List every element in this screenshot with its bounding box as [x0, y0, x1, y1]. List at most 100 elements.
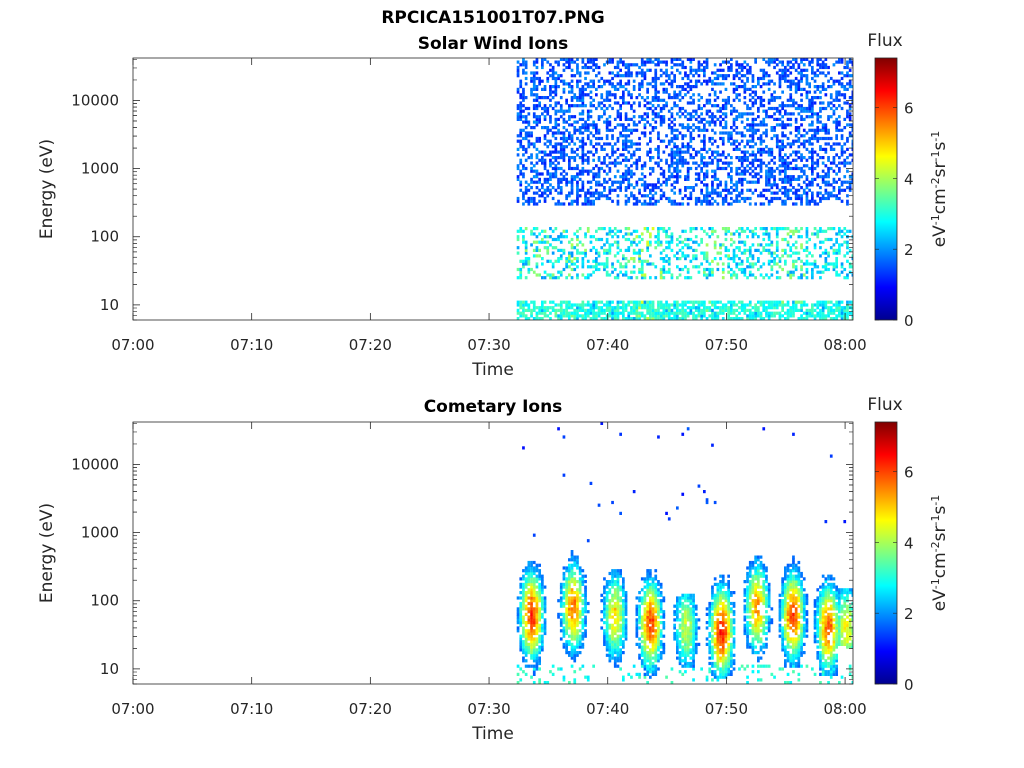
heatmap-cell — [538, 648, 541, 652]
heatmap-cell — [794, 150, 798, 154]
heatmap-cell — [608, 58, 612, 61]
heatmap-cell — [767, 87, 771, 91]
heatmap-cell — [638, 177, 641, 181]
heatmap-cell — [657, 58, 660, 61]
heatmap-cell — [595, 128, 598, 132]
heatmap-cell — [794, 87, 798, 91]
heatmap-cell — [643, 317, 647, 320]
heatmap-cell — [754, 188, 757, 192]
heatmap-cell — [765, 145, 768, 149]
heatmap-cell — [532, 169, 536, 173]
heatmap-cell — [835, 126, 838, 130]
heatmap-cell — [546, 259, 550, 263]
heatmap-cell — [657, 199, 660, 203]
heatmap-cell — [600, 183, 604, 187]
heatmap-cell — [554, 117, 558, 121]
heatmap-cell — [535, 186, 539, 190]
heatmap-cell — [519, 93, 523, 97]
heatmap-cell — [519, 109, 523, 113]
heatmap-cell — [735, 63, 739, 67]
heatmap-cell — [603, 265, 606, 269]
heatmap-cell — [711, 128, 714, 132]
heatmap-cell — [632, 128, 636, 132]
heatmap-cell — [573, 659, 577, 663]
heatmap-cell — [797, 194, 801, 198]
heatmap-cell — [527, 588, 531, 592]
heatmap-cell — [762, 306, 766, 310]
heatmap-cell — [851, 317, 853, 320]
heatmap-cell — [605, 60, 609, 64]
heatmap-cell — [535, 667, 539, 671]
heatmap-cell — [800, 175, 803, 179]
heatmap-cell — [516, 246, 520, 250]
heatmap-cell — [667, 139, 671, 143]
heatmap-cell — [557, 237, 560, 242]
heatmap-cell — [819, 199, 822, 203]
heatmap-cell — [832, 186, 836, 190]
heatmap-cell — [570, 311, 574, 315]
heatmap-cell — [786, 303, 790, 307]
heatmap-cell — [541, 577, 544, 581]
heatmap-cell — [613, 126, 617, 130]
heatmap-cell — [711, 300, 714, 304]
heatmap-cell — [665, 71, 668, 75]
heatmap-cell — [678, 240, 682, 244]
heatmap-cell — [654, 235, 658, 239]
heatmap-cell — [527, 560, 531, 565]
heatmap-cell — [568, 106, 571, 111]
heatmap-cell — [689, 136, 693, 141]
heatmap-cell — [765, 74, 768, 78]
heatmap-cell — [638, 71, 641, 75]
heatmap-cell — [589, 180, 593, 184]
heatmap-cell — [802, 117, 806, 121]
heatmap-cell — [519, 273, 523, 277]
heatmap-cell — [613, 93, 617, 97]
heatmap-cell — [811, 270, 814, 274]
heatmap-cell — [522, 202, 525, 206]
heatmap-cell — [519, 582, 523, 586]
heatmap-cell — [708, 191, 712, 195]
heatmap-cell — [748, 161, 752, 165]
heatmap-cell — [568, 63, 571, 67]
heatmap-cell — [603, 248, 606, 252]
heatmap-cell — [781, 115, 784, 119]
heatmap-cell — [592, 63, 595, 67]
heatmap-cell — [746, 123, 749, 127]
heatmap-cell — [532, 642, 536, 646]
heatmap-cell — [797, 139, 801, 143]
heatmap-cell — [719, 153, 722, 157]
heatmap-cell — [816, 96, 820, 100]
heatmap-cell — [570, 79, 574, 83]
heatmap-cell — [781, 106, 784, 111]
heatmap-cell — [524, 147, 528, 151]
heatmap-cell — [673, 314, 676, 318]
heatmap-cell — [603, 98, 606, 102]
heatmap-cell — [530, 566, 533, 570]
heatmap-cell — [576, 237, 579, 242]
heatmap-cell — [800, 158, 803, 162]
heatmap-cell — [659, 243, 663, 247]
heatmap-cell — [578, 145, 582, 149]
heatmap-cell — [805, 229, 809, 233]
heatmap-cell — [757, 147, 760, 151]
heatmap-cell — [657, 227, 660, 231]
heatmap-cell — [581, 145, 585, 149]
heatmap-cell — [595, 87, 598, 91]
heatmap-cell — [532, 248, 536, 252]
heatmap-cell — [570, 150, 574, 154]
heatmap-cell — [770, 96, 774, 100]
heatmap-cell — [730, 191, 733, 195]
heatmap-cell — [670, 79, 674, 83]
heatmap-cell — [570, 87, 574, 91]
heatmap-cell — [735, 262, 739, 266]
heatmap-cell — [616, 82, 620, 86]
heatmap-cell — [805, 262, 809, 266]
heatmap-cell — [649, 106, 652, 111]
heatmap-cell — [757, 150, 760, 154]
heatmap-cell — [681, 96, 685, 100]
heatmap-cell — [543, 136, 547, 141]
heatmap-cell — [568, 314, 571, 318]
heatmap-cell — [619, 112, 622, 116]
heatmap-cell — [792, 98, 795, 102]
heatmap-cell — [573, 648, 577, 652]
